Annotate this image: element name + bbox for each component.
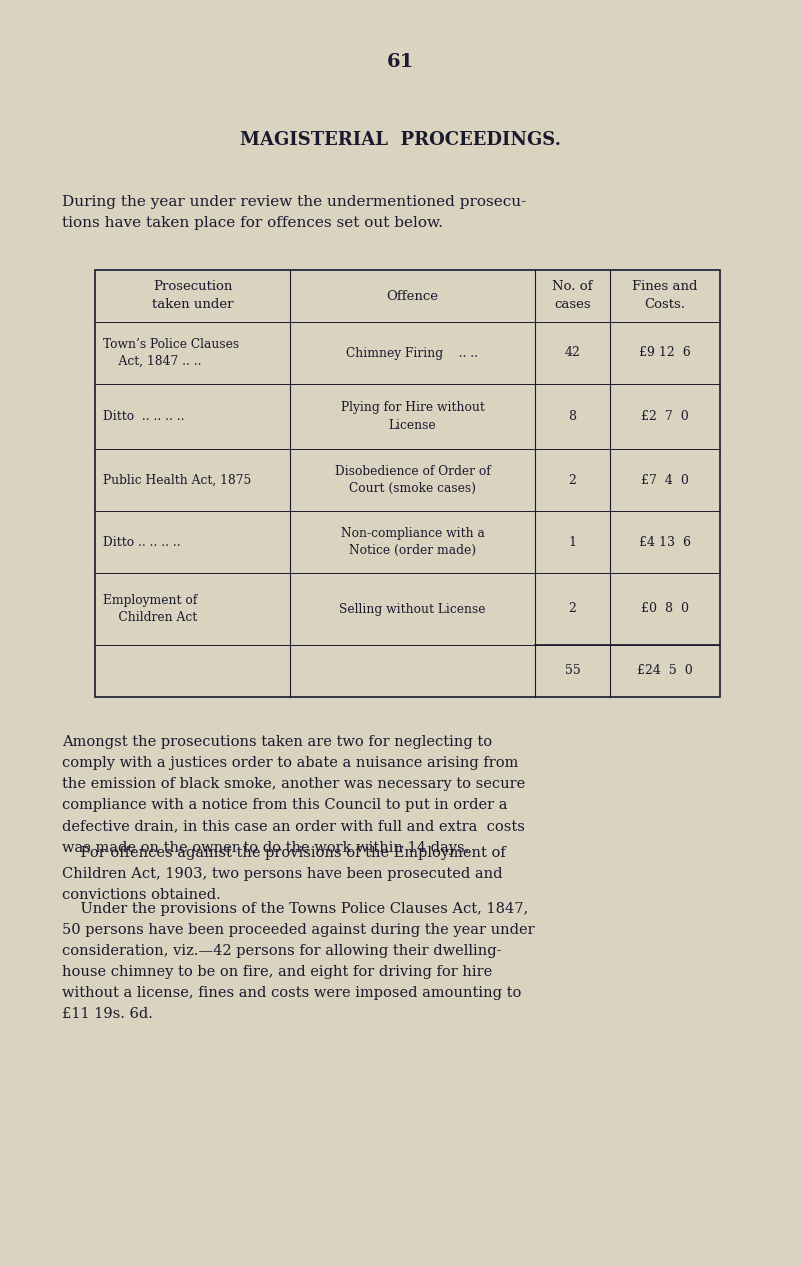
- Text: 42: 42: [565, 347, 581, 360]
- Text: £0  8  0: £0 8 0: [641, 603, 689, 615]
- Text: 55: 55: [565, 665, 581, 677]
- Text: Disobedience of Order of
Court (smoke cases): Disobedience of Order of Court (smoke ca…: [335, 465, 490, 495]
- Text: Under the provisions of the Towns Police Clauses Act, 1847,
50 persons have been: Under the provisions of the Towns Police…: [62, 901, 534, 1022]
- Text: During the year under review the undermentioned prosecu-
tions have taken place : During the year under review the underme…: [62, 195, 526, 229]
- Text: 2: 2: [569, 603, 577, 615]
- Text: £9 12  6: £9 12 6: [639, 347, 691, 360]
- Bar: [95, 270, 720, 698]
- Text: £4 13  6: £4 13 6: [639, 536, 691, 548]
- Text: 1: 1: [569, 536, 577, 548]
- Text: Offence: Offence: [387, 290, 438, 303]
- Text: £24  5  0: £24 5 0: [637, 665, 693, 677]
- Text: Selling without License: Selling without License: [340, 603, 485, 615]
- Text: 2: 2: [569, 473, 577, 486]
- Text: For offences against the provisions of the Employment of
Children Act, 1903, two: For offences against the provisions of t…: [62, 846, 505, 903]
- Text: Non-compliance with a
Notice (order made): Non-compliance with a Notice (order made…: [340, 527, 485, 557]
- Text: No. of
cases: No. of cases: [552, 281, 593, 311]
- Text: Chimney Firing    .. ..: Chimney Firing .. ..: [347, 347, 478, 360]
- Text: Ditto .. .. .. ..: Ditto .. .. .. ..: [103, 536, 180, 548]
- Text: Amongst the prosecutions taken are two for neglecting to
comply with a justices : Amongst the prosecutions taken are two f…: [62, 736, 525, 855]
- Text: Public Health Act, 1875: Public Health Act, 1875: [103, 473, 252, 486]
- Text: 61: 61: [386, 53, 413, 71]
- Text: Fines and
Costs.: Fines and Costs.: [632, 281, 698, 311]
- Text: 8: 8: [569, 410, 577, 423]
- Text: Ditto  .. .. .. ..: Ditto .. .. .. ..: [103, 410, 184, 423]
- Text: £7  4  0: £7 4 0: [641, 473, 689, 486]
- Text: Prosecution
taken under: Prosecution taken under: [151, 281, 233, 311]
- Text: Plying for Hire without
License: Plying for Hire without License: [340, 401, 485, 432]
- Text: MAGISTERIAL  PROCEEDINGS.: MAGISTERIAL PROCEEDINGS.: [239, 130, 561, 149]
- Text: £2  7  0: £2 7 0: [641, 410, 689, 423]
- Text: Employment of
    Children Act: Employment of Children Act: [103, 594, 197, 624]
- Text: Town’s Police Clauses
    Act, 1847 .. ..: Town’s Police Clauses Act, 1847 .. ..: [103, 338, 239, 368]
